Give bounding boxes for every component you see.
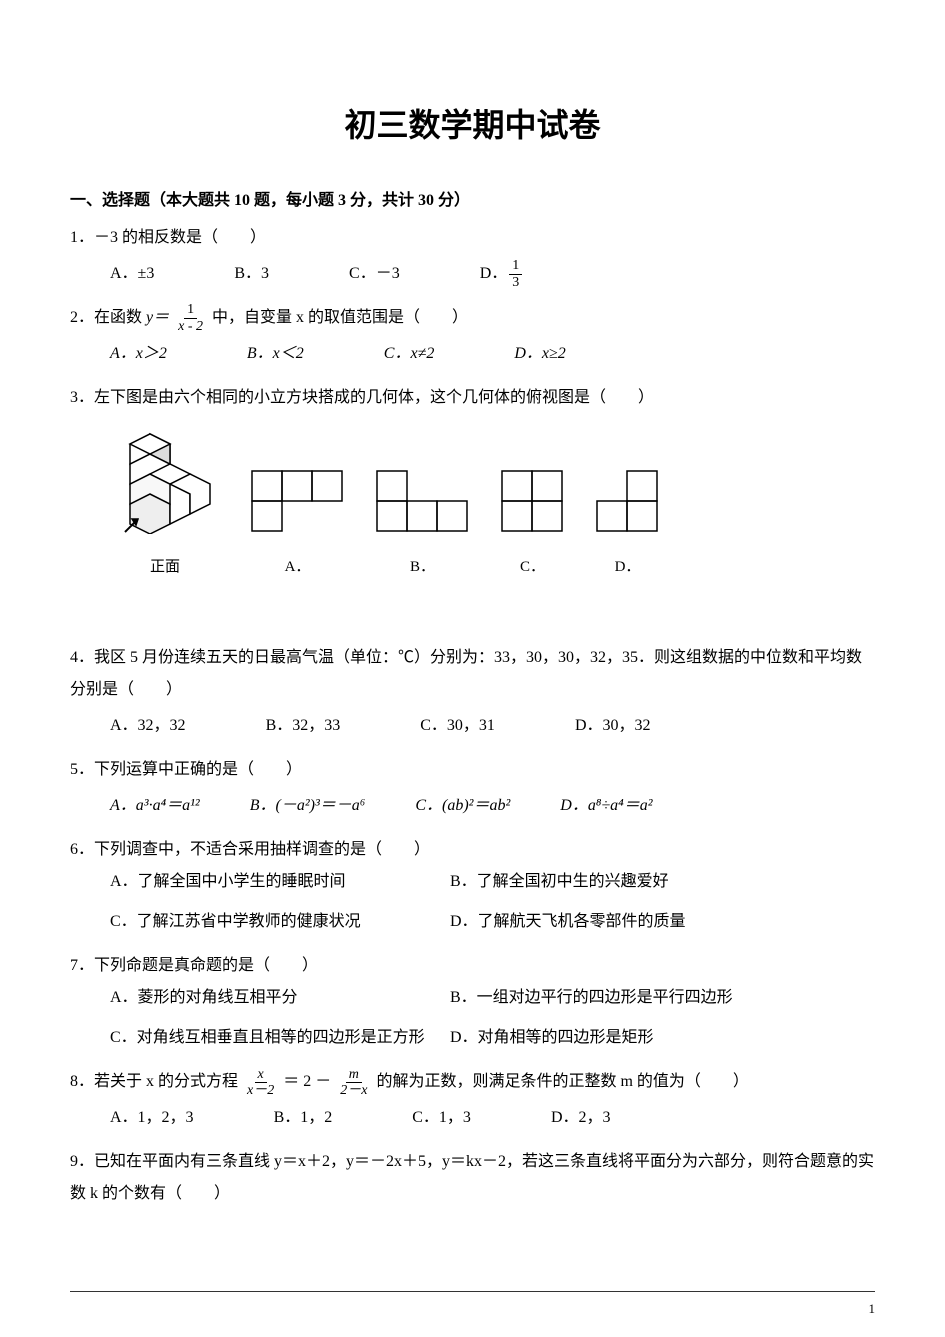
q2-text: 2．在函数 y＝ 1 x - 2 中，自变量 x 的取值范围是（ ） — [70, 302, 875, 334]
q3-figures: 正面 A． B． — [70, 424, 875, 582]
q6-text: 6．下列调查中，不适合采用抽样调查的是（ ） — [70, 834, 875, 866]
q2-prefix: 2．在函数 — [70, 309, 146, 326]
q8-text: 8．若关于 x 的分式方程 x x－2 ＝ 2 － m 2－x 的解为正数，则满… — [70, 1066, 875, 1098]
q7-opt-c: C．对角线互相垂直且相等的四边形是正方形 — [110, 1022, 450, 1054]
q8-f2n: m — [346, 1067, 362, 1083]
q1-d-num: 1 — [509, 258, 522, 274]
q9-text: 9．已知在平面内有三条直线 y＝x＋2，y＝－2x＋5，y＝kx－2，若这三条直… — [70, 1146, 875, 1210]
q4-opt-d: D．30，32 — [575, 710, 651, 742]
q8-mid: ＝ 2 － — [283, 1073, 335, 1090]
q4-opt-b: B．32，33 — [266, 710, 341, 742]
q2-opt-a: A．x＞2 — [110, 338, 167, 370]
q4-opt-a: A．32，32 — [110, 710, 186, 742]
section-1-header: 一、选择题（本大题共 10 题，每小题 3 分，共计 30 分） — [70, 186, 875, 210]
footer-divider — [70, 1291, 875, 1292]
q1-d-den: 3 — [509, 275, 522, 290]
q3-label-c: C． — [500, 552, 565, 582]
q8-opt-a: A．1，2，3 — [110, 1102, 194, 1134]
q2-opt-d: D．x≥2 — [514, 338, 565, 370]
q3-fig-b-svg — [375, 469, 470, 534]
q6-opt-d: D．了解航天飞机各零部件的质量 — [450, 906, 875, 938]
q8-frac1: x x－2 — [244, 1067, 277, 1099]
question-5: 5．下列运算中正确的是（ ） A．a³·a⁴＝a¹² B．(－a²)³＝－a⁶ … — [70, 754, 875, 822]
question-3: 3．左下图是由六个相同的小立方块搭成的几何体，这个几何体的俯视图是（ ） — [70, 382, 875, 582]
q8-suffix: 的解为正数，则满足条件的正整数 m 的值为（ ） — [376, 1073, 748, 1090]
question-8: 8．若关于 x 的分式方程 x x－2 ＝ 2 － m 2－x 的解为正数，则满… — [70, 1066, 875, 1134]
q4-opt-c: C．30，31 — [420, 710, 495, 742]
q3-label-d: D． — [595, 552, 660, 582]
q3-solid: 正面 — [110, 424, 220, 582]
q7-opt-d: D．对角相等的四边形是矩形 — [450, 1022, 875, 1054]
q8-opt-b: B．1，2 — [274, 1102, 333, 1134]
q1-opt-b: B．3 — [234, 258, 269, 290]
q2-opt-c: C．x≠2 — [384, 338, 435, 370]
q3-fig-d: D． — [595, 469, 660, 582]
q8-options: A．1，2，3 B．1，2 C．1，3 D．2，3 — [70, 1102, 875, 1134]
q1-opt-a: A．±3 — [110, 258, 154, 290]
q1-opt-c: C．－3 — [349, 258, 400, 290]
q4-options: A．32，32 B．32，33 C．30，31 D．30，32 — [70, 710, 875, 742]
q2-yeq: y＝ — [146, 309, 169, 326]
q5-opt-b: B．(－a²)³＝－a⁶ — [250, 790, 366, 822]
q2-opt-b: B．x＜2 — [247, 338, 304, 370]
q5-options: A．a³·a⁴＝a¹² B．(－a²)³＝－a⁶ C．(ab)²＝ab² D．a… — [70, 790, 875, 822]
q1-d-fraction: 1 3 — [509, 258, 522, 290]
question-7: 7．下列命题是真命题的是（ ） A．菱形的对角线互相平分 B．一组对边平行的四边… — [70, 950, 875, 1054]
q8-f1d: x－2 — [244, 1083, 277, 1098]
q8-f2d: 2－x — [337, 1083, 370, 1098]
q5-text: 5．下列运算中正确的是（ ） — [70, 754, 875, 786]
q3-label-a: A． — [250, 552, 345, 582]
q3-fig-c-svg — [500, 469, 565, 534]
q3-fig-c: C． — [500, 469, 565, 582]
q4-text: 4．我区 5 月份连续五天的日最高气温（单位：℃）分别为：33，30，30，32… — [70, 642, 875, 706]
q1-d-prefix: D． — [480, 258, 508, 290]
question-2: 2．在函数 y＝ 1 x - 2 中，自变量 x 的取值范围是（ ） A．x＞2… — [70, 302, 875, 370]
q7-opt-a: A．菱形的对角线互相平分 — [110, 982, 450, 1014]
question-6: 6．下列调查中，不适合采用抽样调查的是（ ） A．了解全国中小学生的睡眠时间 B… — [70, 834, 875, 938]
q6-options: A．了解全国中小学生的睡眠时间 B．了解全国初中生的兴趣爱好 C．了解江苏省中学… — [70, 866, 875, 938]
question-4: 4．我区 5 月份连续五天的日最高气温（单位：℃）分别为：33，30，30，32… — [70, 642, 875, 742]
page-title: 初三数学期中试卷 — [70, 100, 875, 146]
question-9: 9．已知在平面内有三条直线 y＝x＋2，y＝－2x＋5，y＝kx－2，若这三条直… — [70, 1146, 875, 1210]
q8-frac2: m 2－x — [337, 1067, 370, 1099]
q3-fig-a-svg — [250, 469, 345, 534]
q2-suffix: 中，自变量 x 的取值范围是（ ） — [212, 309, 468, 326]
q3-label-b: B． — [375, 552, 470, 582]
q6-opt-b: B．了解全国初中生的兴趣爱好 — [450, 866, 875, 898]
q7-text: 7．下列命题是真命题的是（ ） — [70, 950, 875, 982]
q5-opt-d: D．a⁸÷a⁴＝a² — [560, 790, 652, 822]
q5-opt-a: A．a³·a⁴＝a¹² — [110, 790, 200, 822]
q8-prefix: 8．若关于 x 的分式方程 — [70, 1073, 242, 1090]
q2-num: 1 — [184, 302, 197, 318]
page-number: 1 — [869, 1301, 876, 1317]
q1-opt-d: D． 1 3 — [480, 258, 525, 290]
q6-opt-c: C．了解江苏省中学教师的健康状况 — [110, 906, 450, 938]
exam-page: 初三数学期中试卷 一、选择题（本大题共 10 题，每小题 3 分，共计 30 分… — [0, 0, 945, 1337]
q5-opt-c: C．(ab)²＝ab² — [415, 790, 510, 822]
q2-den: x - 2 — [175, 319, 206, 334]
q3-solid-svg — [110, 424, 220, 534]
q2-options: A．x＞2 B．x＜2 C．x≠2 D．x≥2 — [70, 338, 875, 370]
q7-options: A．菱形的对角线互相平分 B．一组对边平行的四边形是平行四边形 C．对角线互相垂… — [70, 982, 875, 1054]
question-1: 1．－3 的相反数是（ ） A．±3 B．3 C．－3 D． 1 3 — [70, 222, 875, 290]
q8-f1n: x — [255, 1067, 267, 1083]
q8-opt-d: D．2，3 — [551, 1102, 611, 1134]
q6-opt-a: A．了解全国中小学生的睡眠时间 — [110, 866, 450, 898]
q3-fig-d-svg — [595, 469, 660, 534]
q3-front-label: 正面 — [110, 552, 220, 582]
q1-options: A．±3 B．3 C．－3 D． 1 3 — [70, 258, 875, 290]
q1-text: 1．－3 的相反数是（ ） — [70, 222, 875, 254]
q3-fig-a: A． — [250, 469, 345, 582]
q2-fraction: 1 x - 2 — [175, 302, 206, 334]
q3-fig-b: B． — [375, 469, 470, 582]
q3-text: 3．左下图是由六个相同的小立方块搭成的几何体，这个几何体的俯视图是（ ） — [70, 382, 875, 414]
q7-opt-b: B．一组对边平行的四边形是平行四边形 — [450, 982, 875, 1014]
q8-opt-c: C．1，3 — [412, 1102, 471, 1134]
